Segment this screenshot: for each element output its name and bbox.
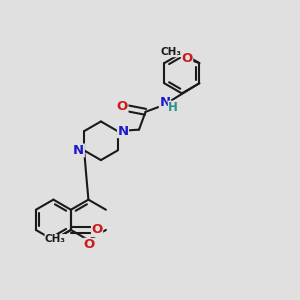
Text: O: O	[84, 238, 95, 251]
Text: O: O	[92, 224, 103, 236]
Text: CH₃: CH₃	[45, 235, 66, 244]
Text: N: N	[73, 144, 84, 157]
Text: O: O	[182, 52, 193, 64]
Text: N: N	[117, 124, 128, 138]
Text: CH₃: CH₃	[161, 47, 182, 57]
Text: H: H	[168, 101, 178, 114]
Text: N: N	[159, 96, 170, 109]
Text: O: O	[117, 100, 128, 113]
